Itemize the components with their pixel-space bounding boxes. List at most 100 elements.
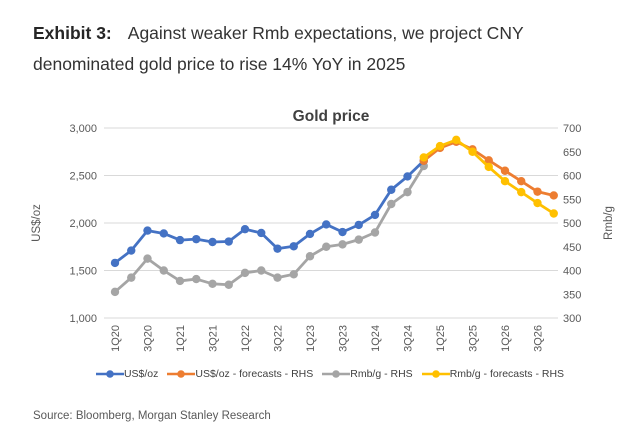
gold-price-chart: Gold price 3,000 2,500 2,000 1,500 1,000 700 65… <box>0 103 640 365</box>
data-point <box>354 235 363 244</box>
legend-item-rmb-g-rhs: Rmb/g - RHS <box>322 368 413 380</box>
svg-text:1Q22: 1Q22 <box>240 325 252 352</box>
data-point <box>468 147 477 156</box>
data-point <box>127 246 136 255</box>
lhs-axis-title: US$/oz <box>31 204 43 242</box>
data-point <box>127 273 136 282</box>
legend-item-us-oz: US$/oz <box>95 368 159 380</box>
svg-text:650: 650 <box>563 147 581 159</box>
series-rmb-g-rhs <box>110 161 428 297</box>
data-point <box>273 273 282 282</box>
svg-text:350: 350 <box>563 289 581 301</box>
data-point <box>484 156 493 165</box>
legend-label: Rmb/g - forecasts - RHS <box>449 368 565 380</box>
series-rmb-g-forecasts-rhs <box>419 135 558 218</box>
data-point <box>305 252 315 261</box>
exhibit-title-line1: Against weaker Rmb expectations, we proj… <box>127 23 524 43</box>
data-point <box>322 242 331 251</box>
svg-text:3Q22: 3Q22 <box>273 325 285 352</box>
data-point <box>403 187 412 197</box>
data-point <box>143 254 152 263</box>
data-point <box>354 220 363 230</box>
data-point <box>192 234 201 244</box>
data-point <box>289 242 298 251</box>
data-point <box>224 280 233 289</box>
data-point <box>435 141 445 151</box>
data-point <box>533 187 542 196</box>
svg-text:500: 500 <box>563 218 581 230</box>
svg-text:3Q23: 3Q23 <box>338 325 350 352</box>
data-point <box>159 266 168 275</box>
legend-marker <box>322 370 351 378</box>
svg-text:1Q24: 1Q24 <box>370 325 382 352</box>
svg-text:700: 700 <box>563 123 581 135</box>
svg-text:550: 550 <box>563 194 581 206</box>
svg-text:400: 400 <box>563 266 581 278</box>
data-point <box>257 266 266 275</box>
svg-text:3,000: 3,000 <box>69 123 97 135</box>
data-point <box>110 287 120 297</box>
legend-item-us-oz-forecasts-rhs: US$/oz - forecasts - RHS <box>167 368 313 380</box>
legend-label: US$/oz - forecasts - RHS <box>195 368 314 380</box>
data-point <box>500 166 510 175</box>
data-point <box>257 228 266 238</box>
legend-marker <box>95 370 124 378</box>
exhibit-heading: Exhibit 3: Against weaker Rmb expectation… <box>33 18 619 80</box>
rhs-axis-title: Rmb/g <box>603 206 615 240</box>
data-point <box>159 229 168 238</box>
svg-text:1,000: 1,000 <box>69 313 97 325</box>
data-point <box>322 220 331 229</box>
data-point <box>452 135 461 145</box>
svg-text:3Q20: 3Q20 <box>143 325 155 352</box>
data-point <box>208 237 217 247</box>
svg-text:1Q20: 1Q20 <box>110 325 122 352</box>
svg-text:3Q24: 3Q24 <box>403 325 415 352</box>
svg-text:1Q26: 1Q26 <box>500 325 512 352</box>
data-point <box>338 240 347 249</box>
exhibit-title-line2: denominated gold price to rise 14% YoY i… <box>33 54 406 74</box>
data-point <box>517 177 526 186</box>
series-us-oz <box>110 156 428 268</box>
svg-text:600: 600 <box>563 171 581 183</box>
svg-text:1Q21: 1Q21 <box>175 325 187 352</box>
data-point <box>175 276 185 286</box>
svg-text:450: 450 <box>563 242 581 254</box>
legend-label: US$/oz <box>123 368 159 380</box>
lhs-axis-ticks: 3,000 2,500 2,000 1,500 1,000 <box>69 123 97 325</box>
svg-text:3Q21: 3Q21 <box>208 325 220 352</box>
data-point <box>143 226 152 235</box>
x-axis-ticks: 1Q20 3Q20 1Q21 3Q21 1Q22 3Q22 1Q23 3Q23 1Q24 3Q24… <box>110 325 545 352</box>
data-point <box>110 258 120 268</box>
chart-canvas: Gold price 3,000 2,500 2,000 1,500 1,000 700 65… <box>31 108 615 352</box>
legend-label: Rmb/g - RHS <box>350 368 413 380</box>
data-point <box>370 210 380 220</box>
data-point <box>387 199 396 209</box>
svg-text:2,000: 2,000 <box>69 218 97 230</box>
data-point <box>273 244 282 253</box>
legend-marker <box>421 370 450 378</box>
exhibit-number: Exhibit 3: <box>33 23 112 43</box>
data-point <box>484 162 493 172</box>
svg-text:3Q25: 3Q25 <box>468 325 480 352</box>
data-point <box>370 228 380 237</box>
legend-marker <box>167 370 196 378</box>
legend-item-rmb-g-forecasts-rhs: Rmb/g - forecasts - RHS <box>421 368 565 380</box>
data-point <box>533 198 542 208</box>
data-point <box>549 191 558 200</box>
data-point <box>289 270 298 279</box>
chart-title: Gold price <box>293 108 370 125</box>
svg-text:300: 300 <box>563 313 581 325</box>
gridlines <box>104 127 558 319</box>
data-point <box>240 268 250 278</box>
data-point <box>549 209 558 218</box>
data-point <box>517 187 526 197</box>
data-point <box>403 172 412 181</box>
data-point <box>224 237 233 246</box>
data-point <box>240 224 250 234</box>
svg-text:3Q26: 3Q26 <box>533 325 545 352</box>
svg-text:1,500: 1,500 <box>69 266 97 278</box>
svg-text:1Q23: 1Q23 <box>305 325 317 352</box>
rhs-axis-ticks: 700 650 600 550 500 450 400 350 300 <box>563 123 581 325</box>
data-point <box>208 279 217 288</box>
svg-text:2,500: 2,500 <box>69 171 97 183</box>
